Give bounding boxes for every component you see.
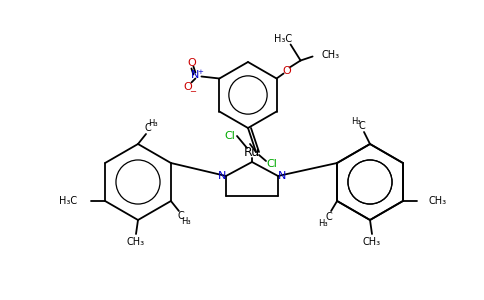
Text: O: O xyxy=(183,82,192,92)
Text: O: O xyxy=(187,58,196,68)
Text: CH₃: CH₃ xyxy=(429,196,447,206)
Text: CH₃: CH₃ xyxy=(363,237,381,247)
Text: C: C xyxy=(326,212,333,222)
Text: N: N xyxy=(218,171,226,181)
Text: H₃: H₃ xyxy=(351,116,361,125)
Text: H₃C: H₃C xyxy=(273,34,292,44)
Text: CH₃: CH₃ xyxy=(321,50,340,59)
Text: +: + xyxy=(197,68,203,74)
Text: C: C xyxy=(145,123,151,133)
Text: O: O xyxy=(282,65,291,76)
Text: H₃C: H₃C xyxy=(59,196,77,206)
Text: −: − xyxy=(189,87,196,96)
Text: N: N xyxy=(191,70,199,80)
Text: CH₃: CH₃ xyxy=(127,237,145,247)
Text: Ru: Ru xyxy=(244,146,260,158)
Text: C: C xyxy=(359,121,365,131)
Text: Cl: Cl xyxy=(267,159,277,169)
Text: Cl: Cl xyxy=(225,131,235,141)
Text: C: C xyxy=(178,211,184,221)
Text: H₃: H₃ xyxy=(181,218,191,226)
Text: N: N xyxy=(278,171,286,181)
Text: H₃: H₃ xyxy=(318,218,328,227)
Text: H₃: H₃ xyxy=(148,118,158,127)
